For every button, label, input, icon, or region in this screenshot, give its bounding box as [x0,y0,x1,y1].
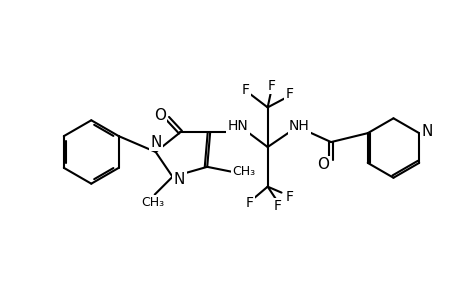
Text: F: F [285,190,293,204]
Text: F: F [245,196,253,209]
Text: HN: HN [227,119,248,133]
Text: CH₃: CH₃ [141,196,164,209]
Text: O: O [153,108,165,123]
Text: F: F [241,82,249,97]
Text: F: F [267,79,275,93]
Text: N: N [174,172,185,187]
Text: F: F [285,86,293,100]
Text: CH₃: CH₃ [232,165,255,178]
Text: NH: NH [288,119,309,133]
Text: O: O [316,158,328,172]
Text: N: N [150,135,161,150]
Text: N: N [420,124,432,139]
Text: F: F [273,200,281,214]
